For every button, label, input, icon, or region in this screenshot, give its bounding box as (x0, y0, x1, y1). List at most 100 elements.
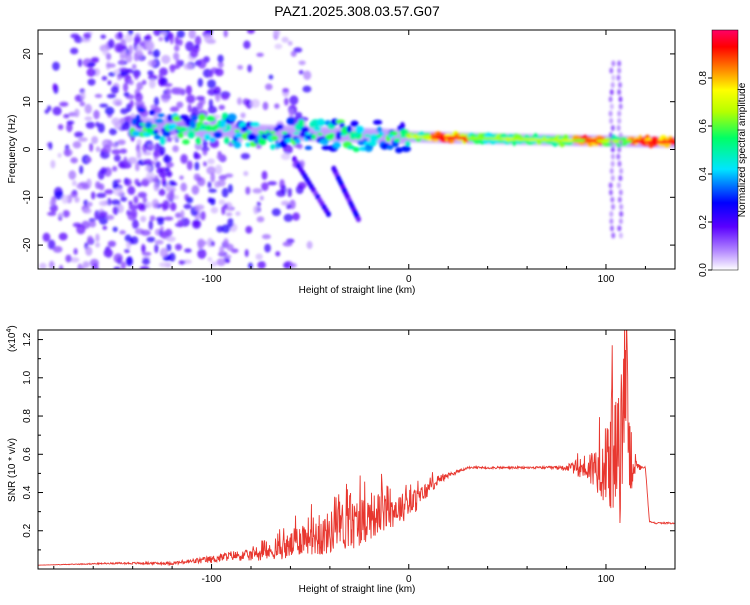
band-core (596, 139, 613, 143)
noise-blob (112, 179, 119, 189)
streak-blob (609, 225, 614, 232)
noise-blob (52, 83, 57, 92)
noise-blob (295, 112, 303, 119)
band-blob (372, 119, 383, 125)
band-blob (193, 127, 200, 132)
streak-blob (610, 196, 615, 203)
noise-blob (110, 85, 119, 94)
band-blob (346, 145, 356, 150)
band-blob (169, 123, 177, 129)
streak-blob (611, 203, 616, 210)
noise-blob (286, 204, 292, 210)
noise-blob (141, 257, 151, 265)
snr-x-tick-label: 100 (598, 574, 615, 585)
noise-blob (137, 191, 147, 199)
noise-blob (261, 170, 268, 180)
noise-blob (283, 213, 293, 222)
noise-blob (39, 262, 47, 269)
noise-blob (172, 145, 179, 153)
noise-blob (120, 71, 129, 77)
noise-blob (99, 103, 109, 108)
noise-blob (112, 206, 119, 215)
noise-blob (102, 144, 112, 155)
noise-blob (119, 230, 126, 235)
band-blob (319, 138, 330, 145)
noise-blob (49, 204, 58, 213)
noise-blob (100, 34, 107, 39)
noise-blob (250, 98, 260, 108)
noise-blob (85, 246, 93, 256)
noise-blob (194, 161, 200, 171)
streak-blob (609, 89, 614, 96)
noise-blob (97, 122, 105, 133)
noise-blob (63, 148, 73, 157)
snr-ticks: -100 0 100 0.2 0.4 0.6 0.8 1.0 1.2 (22, 330, 675, 585)
noise-blob (82, 208, 92, 214)
band-blob (166, 114, 173, 122)
band-blob (203, 133, 211, 141)
noise-blob (73, 248, 78, 255)
noise-blob (141, 243, 146, 254)
noise-blob (144, 165, 152, 172)
noise-blob (289, 263, 297, 268)
noise-blob (166, 243, 172, 252)
heatmap-x-label: Height of straight line (km) (299, 285, 416, 296)
noise-blob (170, 202, 177, 212)
noise-blob (217, 61, 224, 68)
band-core (364, 134, 371, 138)
noise-blob (235, 211, 241, 216)
streak-blob (609, 103, 614, 110)
noise-blob (107, 80, 112, 86)
band-blob (149, 109, 156, 116)
band-core (139, 122, 146, 126)
noise-blob (191, 185, 200, 195)
streak-blob (610, 175, 615, 182)
band-blob (404, 140, 411, 147)
noise-blob (149, 215, 156, 222)
noise-blob (175, 243, 182, 251)
noise-blob (113, 253, 123, 264)
band-core (406, 135, 423, 139)
noise-blob (207, 105, 218, 114)
noise-blob (227, 183, 233, 194)
snr-y-multiplier: (x104) (6, 325, 18, 352)
noise-blob (112, 226, 118, 232)
snr-y-tick-label: 1.2 (22, 332, 33, 346)
noise-blob (207, 79, 216, 89)
band-blob (313, 126, 322, 132)
noise-blob (184, 248, 192, 253)
noise-blob (74, 108, 80, 118)
noise-blob (123, 156, 128, 167)
noise-blob (163, 216, 174, 221)
noise-blob (174, 44, 180, 52)
snr-x-tick-label: 0 (406, 574, 412, 585)
noise-blob (87, 78, 96, 86)
noise-blob (153, 30, 162, 37)
noise-blob (111, 199, 121, 206)
noise-blob (84, 116, 93, 121)
heatmap-layer (39, 30, 675, 269)
band-core (234, 129, 241, 133)
band-core (281, 131, 288, 135)
noise-blob (158, 262, 169, 268)
noise-blob (106, 63, 116, 68)
colorbar-tick-label: 0.2 (698, 215, 709, 229)
noise-blob (210, 261, 218, 267)
noise-blob (185, 85, 193, 95)
noise-blob (63, 113, 70, 119)
streak-blob (611, 60, 616, 67)
noise-blob (71, 180, 77, 187)
band-core (525, 138, 542, 142)
noise-blob (106, 93, 117, 99)
noise-blob (52, 61, 60, 71)
band-blob (182, 139, 190, 145)
noise-blob (136, 182, 142, 187)
noise-blob (117, 139, 126, 146)
noise-blob (122, 82, 129, 93)
streak-blob (618, 218, 623, 225)
streak-blob (609, 168, 614, 175)
colorbar-tick-label: 0.4 (698, 167, 709, 181)
noise-blob (221, 187, 229, 198)
band-core (548, 138, 565, 142)
